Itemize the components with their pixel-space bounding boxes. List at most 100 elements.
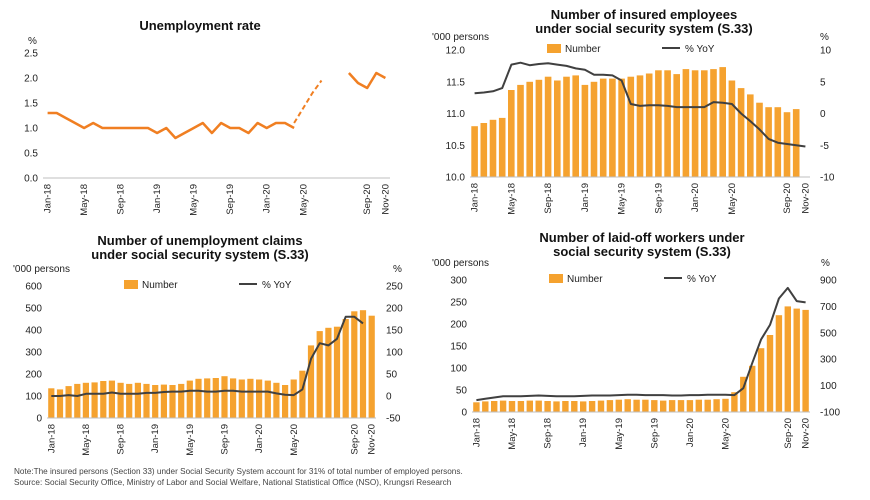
bar [499, 400, 507, 412]
y-axis-unit: % [28, 36, 37, 47]
bar [704, 399, 711, 412]
y-tick-label-right: -100 [820, 408, 840, 419]
bar [701, 70, 708, 177]
x-tick-label: May-20 [721, 418, 732, 450]
x-tick-label: May-19 [617, 183, 628, 215]
bar [719, 67, 726, 177]
x-tick-label: Jan-18 [471, 418, 482, 447]
y-tick-label-left: 300 [450, 276, 467, 287]
bar [498, 117, 506, 177]
bar [491, 401, 498, 412]
x-tick-label: Sep-20 [362, 184, 373, 215]
bar [660, 400, 667, 412]
bar [572, 75, 579, 177]
bar [713, 399, 720, 412]
y-tick-label-left: 300 [25, 348, 42, 359]
bar [655, 70, 662, 177]
y-tick-label-right: 150 [386, 326, 403, 337]
x-tick-label: Nov-20 [801, 418, 812, 449]
bar [673, 74, 680, 177]
y-tick-label-left: 0 [36, 414, 42, 425]
y-tick-label-left: 1.0 [24, 124, 38, 135]
bar [74, 383, 81, 418]
y-tick-label-right: 500 [820, 328, 837, 339]
bar [784, 306, 791, 412]
bar [517, 84, 524, 177]
y-tick-label-left: 2.5 [24, 49, 38, 60]
bar [290, 379, 297, 418]
x-tick-label: May-19 [614, 418, 625, 450]
bar [581, 84, 589, 177]
y-tick-label-right: 10 [820, 46, 832, 57]
y-tick-label-left: 100 [25, 392, 42, 403]
bar [508, 401, 516, 412]
bar [775, 315, 783, 412]
bar [571, 401, 578, 412]
y-tick-label-left: 150 [450, 342, 467, 353]
bar [563, 76, 570, 177]
bar [535, 400, 542, 412]
legend-label-number: Number [565, 44, 601, 55]
bar [359, 310, 367, 418]
bar [489, 119, 497, 177]
bar [117, 382, 124, 418]
y-tick-label-right: -10 [820, 173, 835, 184]
y-tick-label-right: 900 [820, 276, 837, 287]
x-tick-label: Sep-20 [349, 424, 360, 455]
unemployment-rate-chart: Unemployment rate% 0.0 0.5 1.0 1.5 2.0 2.5 Jan-… [24, 18, 391, 216]
x-tick-label: Sep-18 [116, 424, 127, 455]
x-tick-label: May-18 [79, 184, 90, 216]
bar [802, 309, 809, 412]
bar [765, 107, 772, 177]
bar [282, 385, 289, 418]
bar [686, 400, 694, 412]
bar [256, 379, 263, 418]
bar [473, 402, 480, 412]
x-tick-label: Jan-20 [685, 418, 696, 447]
bar [618, 78, 625, 177]
bar [535, 79, 543, 177]
bar [588, 401, 596, 412]
x-tick-label: Jan-20 [262, 184, 273, 213]
y-tick-label-right: 200 [386, 304, 403, 315]
bar [368, 315, 375, 418]
legend-label-yoy: % YoY [687, 274, 717, 285]
bar [597, 400, 605, 412]
y-tick-label-left: 1.5 [24, 99, 38, 110]
bar [48, 388, 55, 418]
legend-label-number: Number [567, 274, 603, 285]
bar [186, 380, 193, 418]
bar [204, 378, 211, 418]
x-tick-label: May-18 [506, 183, 517, 215]
bar [100, 381, 107, 418]
chart-title: Unemployment rate [139, 18, 260, 33]
x-tick-label: May-18 [507, 418, 518, 450]
y-tick-label-left: 0.0 [24, 174, 38, 185]
bar [651, 400, 658, 412]
y-tick-label-left: 600 [25, 282, 42, 293]
y-tick-label-right: 700 [820, 302, 837, 313]
unemployment-rate-line [47, 71, 387, 140]
x-tick-label: Sep-19 [649, 418, 660, 449]
bar [544, 401, 551, 412]
y-axis-unit-right: % [820, 32, 829, 43]
yoy-line [51, 315, 364, 397]
bar [221, 376, 228, 418]
y-tick-label-right: 100 [386, 348, 403, 359]
y-tick-label-left: 250 [450, 298, 467, 309]
bar [307, 345, 315, 418]
y-tick-label-right: 5 [820, 77, 826, 88]
bar [299, 370, 306, 418]
x-tick-label: Nov-20 [380, 184, 391, 215]
y-tick-label-right: 100 [820, 381, 837, 392]
y-tick-label-left: 0 [461, 408, 467, 419]
bar [728, 80, 736, 177]
bar [737, 88, 745, 177]
bar [668, 400, 676, 412]
x-tick-label: Jan-19 [152, 184, 163, 213]
x-tick-label: May-20 [289, 424, 300, 456]
x-tick-label: Jan-18 [46, 424, 57, 453]
bar [273, 382, 280, 418]
x-tick-label: Sep-18 [543, 183, 554, 214]
